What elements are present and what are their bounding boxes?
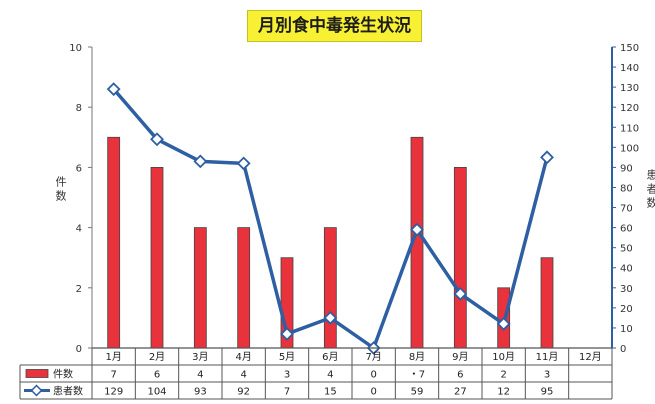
- table-value: 12: [497, 387, 510, 398]
- x-axis-tick-label: 2月: [149, 351, 165, 363]
- table-value: 2: [500, 370, 506, 381]
- x-axis-tick-label: 5月: [279, 351, 295, 363]
- left-axis-label: 数: [56, 190, 67, 203]
- right-axis-tick-label: 130: [620, 83, 639, 94]
- x-axis-tick-label: 11月: [536, 351, 559, 363]
- table-value: 104: [147, 387, 166, 398]
- line-point: [150, 132, 164, 147]
- line-point: [106, 82, 121, 97]
- bar: [323, 227, 337, 349]
- left-axis-tick-label: 4: [76, 224, 82, 235]
- x-axis-tick-label: 7月: [365, 351, 381, 363]
- right-axis-tick-label: 100: [620, 143, 639, 154]
- bar: [237, 227, 251, 349]
- table-value: 4: [327, 370, 333, 381]
- right-axis-tick-label: 120: [620, 103, 639, 114]
- bar: [193, 227, 207, 349]
- right-axis-tick-label: 10: [620, 324, 633, 335]
- table-value: 15: [324, 387, 337, 398]
- table-value: 6: [457, 370, 463, 381]
- left-axis-label: 件: [56, 176, 67, 189]
- line-point: [453, 286, 468, 301]
- right-axis-label: 患: [647, 169, 655, 182]
- right-axis-tick-label: 50: [620, 244, 633, 255]
- left-axis-tick-label: 8: [76, 103, 82, 114]
- table-value: 0: [370, 370, 376, 381]
- left-axis-tick-label: 0: [76, 344, 82, 355]
- line-point: [323, 310, 338, 325]
- line-point: [280, 327, 294, 341]
- table-value: ・7: [409, 370, 425, 381]
- legend-label: 件数: [53, 368, 73, 381]
- table-value: 93: [194, 387, 207, 398]
- right-axis-tick-label: 90: [620, 163, 633, 174]
- x-axis-tick-label: 1月: [105, 351, 121, 363]
- right-axis-tick-label: 0: [620, 344, 626, 355]
- x-axis-tick-label: 6月: [322, 351, 338, 363]
- table-value: 4: [197, 370, 203, 381]
- bar: [453, 166, 467, 349]
- right-axis-tick-label: 80: [620, 183, 633, 194]
- table-value: 3: [284, 370, 290, 381]
- x-axis-tick-label: 9月: [452, 351, 468, 363]
- x-axis-tick-label: 4月: [235, 351, 251, 363]
- table-value: 4: [240, 370, 246, 381]
- table-value: 7: [110, 370, 116, 381]
- chart-title: 月別食中毒発生状況: [247, 10, 422, 42]
- legend-line-marker: [30, 384, 43, 397]
- table-value: 129: [104, 387, 123, 398]
- table-value: 95: [541, 387, 554, 398]
- right-axis-tick-label: 30: [620, 284, 633, 295]
- right-axis-tick-label: 150: [620, 43, 639, 54]
- line-point: [236, 156, 251, 171]
- line-point: [410, 222, 424, 237]
- x-axis-tick-label: 10月: [492, 351, 515, 363]
- x-axis-tick-label: 8月: [409, 351, 425, 363]
- right-axis-tick-label: 70: [620, 204, 633, 215]
- table-value: 3: [544, 370, 550, 381]
- right-axis-tick-label: 110: [620, 123, 639, 134]
- right-axis-tick-label: 60: [620, 224, 633, 235]
- left-axis-tick-label: 10: [69, 43, 82, 54]
- right-axis-tick-label: 20: [620, 304, 633, 315]
- x-axis-tick-label: 12月: [579, 351, 602, 363]
- right-axis-label: 数: [647, 197, 655, 210]
- legend-label: 患者数: [53, 385, 83, 398]
- left-axis-tick-label: 6: [76, 163, 82, 174]
- right-axis-label: 者: [647, 183, 655, 196]
- left-axis-tick-label: 2: [76, 284, 82, 295]
- line-point: [496, 316, 511, 331]
- bar: [540, 257, 554, 349]
- right-axis-tick-label: 40: [620, 264, 633, 275]
- line-point: [540, 150, 554, 165]
- table-value: 7: [284, 387, 290, 398]
- table-value: 59: [411, 387, 424, 398]
- table-value: 0: [370, 387, 376, 398]
- right-axis-tick-label: 140: [620, 63, 639, 74]
- bar: [107, 136, 121, 349]
- table-value: 6: [154, 370, 160, 381]
- table-value: 27: [454, 387, 467, 398]
- legend-bar-swatch: [25, 369, 49, 378]
- line-point: [193, 154, 208, 169]
- table-value: 92: [237, 387, 250, 398]
- x-axis-tick-label: 3月: [192, 351, 208, 363]
- bar: [150, 166, 164, 349]
